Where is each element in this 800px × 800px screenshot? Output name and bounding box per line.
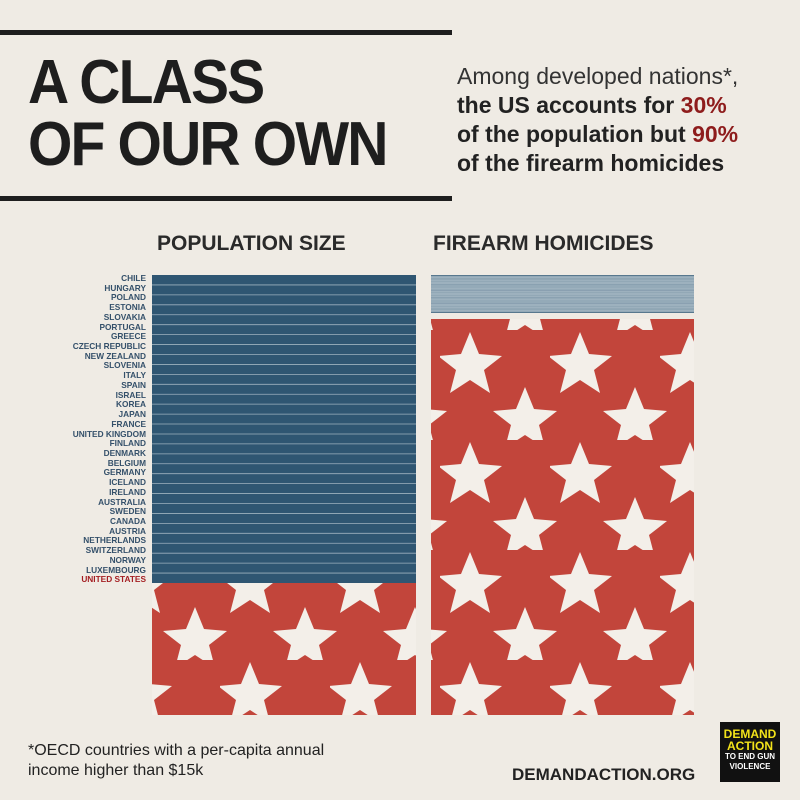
population-percent: 30% [680, 92, 727, 118]
country-label: POLAND [110, 292, 146, 303]
population-title: POPULATION SIZE [157, 232, 346, 255]
top-rule [0, 30, 452, 35]
country-label: CANADA [110, 515, 146, 526]
title-line: OF OUR OWN [28, 110, 388, 179]
bottom-rule [0, 196, 452, 201]
country-label: CHILE [121, 273, 146, 283]
subtitle-line: of the population but 90% [457, 120, 738, 149]
subtitle-line: the US accounts for 30% [457, 91, 738, 120]
logo-line: TO END GUN [724, 752, 776, 761]
country-label: SWEDEN [109, 506, 146, 517]
bar-other-countries [152, 275, 416, 583]
country-label: CZECH REPUBLIC [72, 341, 146, 352]
country-label: AUSTRALIA [98, 496, 146, 507]
country-label: NEW ZEALAND [84, 350, 146, 361]
country-label: LUXEMBOURG [86, 564, 146, 575]
page-title: A CLASS OF OUR OWN [28, 48, 388, 179]
country-label: IRELAND [109, 486, 146, 497]
country-label: GREECE [110, 331, 146, 342]
subtitle-text: of the firearm homicides [457, 150, 725, 176]
logo-line: ACTION [727, 739, 773, 753]
country-label: FINLAND [109, 438, 146, 449]
homicides-title: FIREARM HOMICIDES [433, 232, 654, 255]
homicide-percent: 90% [692, 121, 739, 147]
website-link[interactable]: DEMANDACTION.ORG [512, 765, 696, 784]
country-label: NORWAY [109, 554, 146, 565]
country-label: SPAIN [121, 379, 146, 390]
country-label: FRANCE [111, 418, 146, 429]
country-label: DENMARK [103, 447, 146, 458]
bar-united-states [152, 583, 416, 715]
country-label: KOREA [116, 399, 146, 410]
country-label: SLOVAKIA [103, 311, 146, 322]
subtitle-text: of the population but [457, 121, 693, 147]
subtitle-line: Among developed nations*, [457, 63, 739, 89]
subtitle-line: of the firearm homicides [457, 149, 738, 178]
subtitle: Among developed nations*, the US account… [457, 62, 738, 178]
demand-action-logo: DEMAND ACTION TO END GUN VIOLENCE [720, 722, 780, 782]
country-label: ITALY [123, 370, 146, 381]
title-line: A CLASS [28, 48, 265, 117]
country-label: ESTONIA [109, 302, 146, 313]
country-label: SWITZERLAND [85, 545, 146, 556]
country-label: PORTUGAL [99, 321, 146, 332]
country-label-us: UNITED STATES [81, 574, 146, 585]
footnote: *OECD countries with a per-capita annual… [28, 741, 324, 781]
country-label: AUSTRIA [109, 525, 146, 536]
country-label: BELGIUM [107, 457, 146, 468]
country-label: JAPAN [118, 409, 146, 420]
country-labels: CHILE HUNGARY POLAND ESTONIA SLOVAKIA PORTUGA… [40, 273, 146, 585]
country-label: ISRAEL [115, 389, 146, 400]
footnote-line: *OECD countries with a per-capita annual [28, 742, 325, 759]
country-label: SLOVENIA [103, 360, 146, 371]
country-label: ICELAND [109, 477, 146, 488]
country-label: HUNGARY [104, 282, 146, 293]
subtitle-text: the US accounts for [457, 92, 681, 118]
country-label: NETHERLANDS [83, 535, 146, 546]
country-label: UNITED KINGDOM [72, 428, 146, 439]
country-label: GERMANY [103, 467, 146, 478]
logo-line: VIOLENCE [729, 762, 771, 771]
logo-line: DEMAND [723, 727, 777, 741]
footnote-line: income higher than $15k [28, 762, 204, 779]
bar-united-states [431, 319, 694, 715]
